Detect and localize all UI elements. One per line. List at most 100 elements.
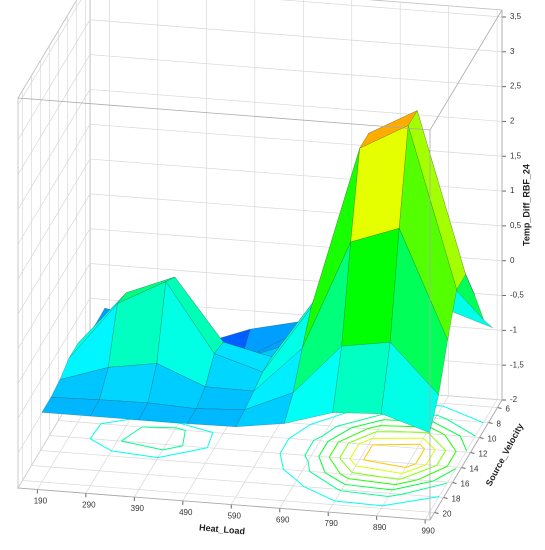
- contour-line: [206, 432, 214, 448]
- grid-line: [17, 89, 91, 210]
- contour-line: [327, 427, 353, 442]
- contour-line: [279, 438, 290, 454]
- contour-line: [337, 488, 342, 492]
- grid-line: [89, 19, 503, 53]
- z-tick-label: 1: [510, 186, 515, 195]
- contour-line: [363, 459, 406, 469]
- contour-line: [446, 451, 457, 467]
- grid-line: [17, 158, 91, 280]
- contour-line: [318, 441, 329, 457]
- contour-line: [417, 465, 448, 481]
- contour-line: [318, 456, 326, 473]
- y-tick-label: 10: [488, 435, 497, 444]
- contour-line: [309, 470, 338, 490]
- y-tick: [461, 467, 466, 469]
- box-edge: [17, 487, 431, 521]
- box-edge: [17, 97, 431, 131]
- contour-line: [398, 478, 403, 480]
- contour-line: [339, 457, 353, 473]
- contour-line: [432, 421, 461, 437]
- y-tick: [452, 482, 457, 484]
- grid-line: [376, 395, 449, 517]
- contour-line: [304, 455, 309, 462]
- z-tick-label: 0,5: [510, 221, 522, 230]
- contour-line: [351, 419, 384, 429]
- contour-line: [442, 405, 482, 423]
- box-edge: [429, 399, 503, 521]
- contour-line: [382, 496, 437, 507]
- contour-line: [422, 437, 436, 451]
- grid-line: [279, 0, 503, 18]
- contour-line: [89, 438, 112, 452]
- contour-line: [349, 443, 360, 460]
- contour-line: [348, 478, 396, 486]
- contour-line: [426, 431, 430, 435]
- contour-line: [340, 473, 349, 480]
- contour-line: [425, 449, 436, 466]
- y-tick-label: 8: [497, 420, 502, 429]
- z-tick-label: 3: [510, 47, 515, 56]
- surface-patch: [99, 363, 158, 403]
- grid-line: [17, 228, 91, 349]
- grid-line: [17, 19, 91, 140]
- z-axis-title: Temp_Diff_RBF_24: [521, 164, 531, 246]
- contour-line: [339, 442, 350, 459]
- contour-line: [446, 418, 476, 437]
- x-tick-label: 190: [34, 497, 48, 506]
- contour-line: [324, 472, 346, 485]
- contour-line: [313, 435, 324, 441]
- contour-line: [401, 482, 448, 495]
- contour-line: [415, 448, 425, 465]
- contour-line: [283, 468, 297, 481]
- contour-line: [310, 416, 335, 425]
- surface: [41, 110, 493, 433]
- z-tick-label: -1,5: [510, 360, 524, 369]
- contour-line: [279, 453, 284, 470]
- contour-line: [121, 426, 143, 442]
- grid-line: [424, 399, 498, 520]
- grid-line: [49, 435, 462, 468]
- y-tick: [434, 512, 439, 514]
- x-tick-label: 490: [179, 508, 193, 517]
- z-tick-label: 2,5: [510, 82, 522, 91]
- x-tick-label: 590: [228, 512, 242, 521]
- contour-line: [162, 445, 183, 451]
- x-axis-title: Heat_Load: [199, 522, 246, 536]
- contour-line: [89, 423, 102, 439]
- contour-line: [481, 421, 484, 424]
- z-tick-label: 0: [510, 256, 515, 265]
- contour-line: [328, 456, 341, 475]
- contour-line: [288, 423, 311, 439]
- contour-line: [141, 426, 176, 429]
- contour-line: [358, 437, 373, 445]
- grid-line: [17, 298, 91, 419]
- y-tick: [479, 437, 484, 439]
- contour-line: [367, 425, 381, 430]
- contour-line: [111, 450, 159, 459]
- contour-line: [405, 463, 416, 468]
- contour-line: [182, 430, 186, 446]
- contour-line: [348, 431, 377, 444]
- contour-line: [401, 464, 427, 474]
- contour-line: [372, 443, 420, 446]
- contour-line: [336, 413, 383, 427]
- contour-line: [351, 471, 382, 478]
- grid-line: [89, 89, 503, 122]
- contour-line: [436, 450, 447, 466]
- contour-line: [459, 435, 467, 451]
- x-tick-label: 990: [421, 527, 435, 536]
- contour-line: [419, 443, 425, 450]
- grid-line: [31, 465, 444, 498]
- y-tick-label: 6: [506, 405, 511, 414]
- surface-patch: [332, 342, 391, 414]
- contour-line: [428, 433, 446, 451]
- x-tick-label: 690: [276, 515, 290, 524]
- grid-line: [17, 0, 82, 106]
- surface-patch: [90, 399, 149, 421]
- y-tick: [488, 422, 493, 424]
- contour-line: [388, 493, 403, 498]
- contour-line: [363, 444, 373, 461]
- contour-line: [392, 480, 434, 491]
- y-tick-label: 20: [443, 510, 452, 519]
